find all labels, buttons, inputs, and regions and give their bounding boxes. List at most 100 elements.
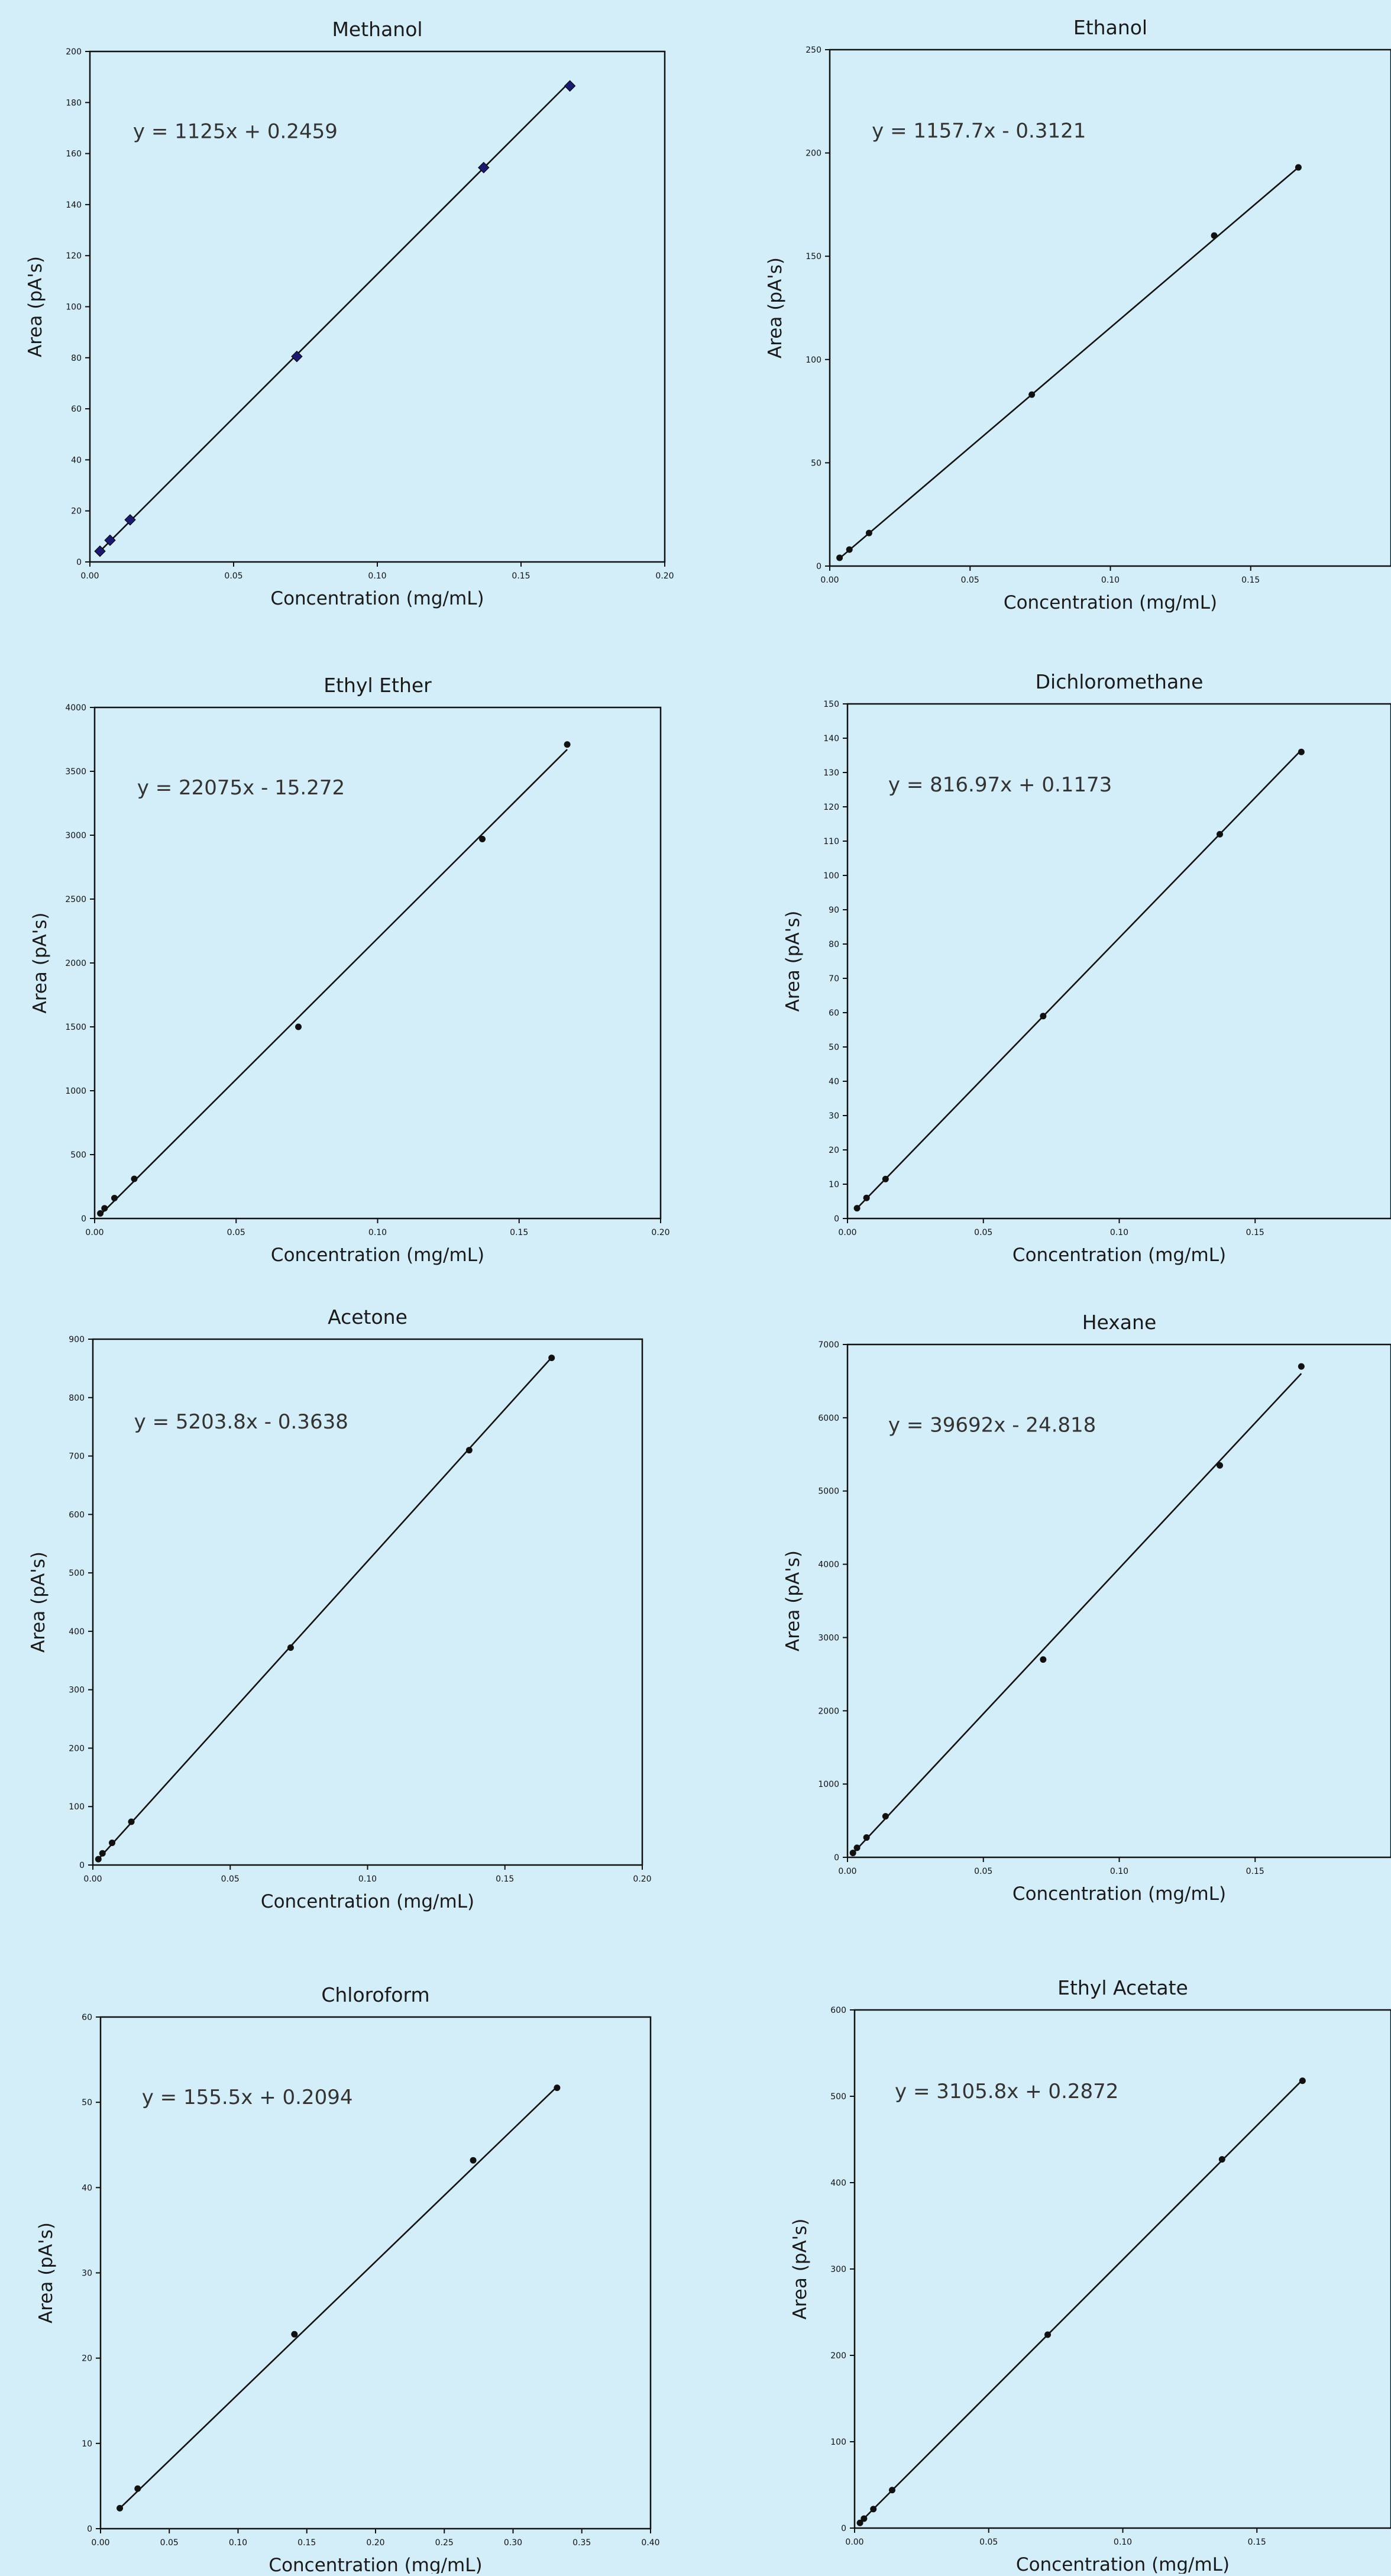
y-tick-label: 30: [82, 2269, 92, 2278]
x-tick-label: 0.00: [91, 2538, 109, 2548]
y-tick-label: 1500: [65, 1023, 86, 1032]
x-tick-label: 0.30: [504, 2538, 522, 2548]
y-tick-label: 2000: [818, 1706, 839, 1716]
y-tick-label: 700: [69, 1452, 85, 1462]
x-tick-label: 0.10: [229, 2538, 247, 2548]
y-tick-label: 150: [823, 700, 839, 709]
chart-panel: Dichloromethane 0 10 20 30 40 50 60 70 80 90 100 110…: [782, 670, 1391, 1266]
data-point: [99, 1850, 106, 1857]
y-tick-label: 1000: [818, 1780, 839, 1789]
x-axis-label: Concentration (mg/mL): [1012, 1245, 1226, 1266]
y-tick-label: 10: [82, 2439, 92, 2449]
y-tick-label: 60: [71, 405, 82, 414]
data-point: [479, 835, 486, 842]
y-tick-label: 200: [830, 2351, 846, 2361]
chart-panel: Methanol 0 20 40 60 80 100 120 140 160 180 200 0.00 0…: [25, 18, 674, 609]
y-tick-label: 1000: [65, 1087, 86, 1096]
chart-panel: Chloroform 0 10 20 30 40 50 60 0.00 0.05 0.10 0.15 0…: [35, 1983, 660, 2576]
x-tick-label: 0.05: [961, 576, 979, 585]
y-tick-label: 900: [69, 1335, 85, 1344]
x-axis-label: Concentration (mg/mL): [261, 1891, 474, 1912]
trend-equation: y = 816.97x + 0.1173: [888, 773, 1112, 797]
y-tick-label: 250: [806, 46, 821, 55]
y-tick-label: 0: [834, 1214, 839, 1224]
chart-title: Ethyl Ether: [324, 674, 432, 697]
data-point: [870, 2506, 877, 2513]
x-tick-label: 0.15: [1246, 1228, 1264, 1237]
y-tick-label: 6000: [818, 1414, 839, 1423]
trend-equation: y = 39692x - 24.818: [888, 1413, 1096, 1437]
x-tick-label: 0.25: [435, 2538, 454, 2548]
x-tick-label: 0.10: [1110, 1867, 1128, 1876]
y-tick-label: 0: [79, 1861, 85, 1870]
x-tick-label: 0.20: [655, 571, 674, 581]
x-tick-label: 0.10: [368, 1228, 387, 1237]
trend-equation: y = 3105.8x + 0.2872: [895, 2080, 1118, 2103]
data-point: [128, 1818, 135, 1825]
y-axis-label: Area (pA's): [25, 256, 46, 357]
chart-panel: Hexane 0 1000 2000 3000 4000 5000 6000 7000 0.00 0…: [782, 1311, 1391, 1905]
y-tick-label: 0: [834, 1853, 839, 1863]
y-tick-label: 3500: [65, 767, 86, 777]
x-tick-label: 0.10: [1110, 1228, 1128, 1237]
x-tick-label: 0.15: [297, 2538, 316, 2548]
chart-panel: Acetone 0 100 200 300 400 500 600 700 800 900 0.00 0…: [28, 1305, 652, 1912]
y-tick-label: 110: [823, 837, 839, 846]
data-point: [291, 350, 303, 363]
y-tick-label: 400: [69, 1627, 85, 1637]
y-tick-label: 20: [82, 2354, 92, 2364]
x-tick-label: 0.15: [1241, 576, 1260, 585]
data-point: [853, 1844, 861, 1851]
x-tick-label: 0.05: [974, 1867, 992, 1876]
data-point: [131, 1175, 138, 1182]
y-tick-label: 500: [69, 1569, 85, 1578]
y-tick-label: 200: [69, 1744, 85, 1753]
data-point: [1040, 1656, 1047, 1663]
chart-panel: Ethanol 0 50 100 150 200 250 0.00 0.05 0.10 0.15 Co…: [765, 16, 1391, 613]
chart-panel: Ethyl Ether 0 500 1000 1500 2000 2500 3000 3500 4…: [30, 674, 670, 1266]
y-tick-label: 600: [830, 2006, 846, 2015]
data-point: [846, 546, 853, 553]
y-tick-label: 100: [823, 871, 839, 881]
trendline: [859, 2079, 1303, 2523]
trend-equation: y = 22075x - 15.272: [137, 776, 345, 800]
trendline: [856, 749, 1302, 1209]
data-point: [1040, 1013, 1047, 1020]
y-tick-label: 300: [69, 1686, 85, 1695]
y-tick-label: 160: [66, 150, 82, 159]
x-tick-label: 0.05: [979, 2538, 998, 2547]
y-tick-label: 500: [70, 1150, 86, 1160]
data-point: [1298, 748, 1305, 755]
y-tick-label: 100: [69, 1802, 85, 1812]
x-tick-label: 0.20: [651, 1228, 669, 1237]
x-tick-label: 0.00: [83, 1874, 102, 1884]
y-tick-label: 0: [816, 562, 821, 571]
x-tick-label: 0.05: [160, 2538, 179, 2548]
data-point: [465, 1447, 473, 1454]
x-axis-label: Concentration (mg/mL): [1004, 592, 1217, 613]
y-tick-label: 500: [830, 2092, 846, 2102]
y-tick-label: 4000: [818, 1560, 839, 1570]
data-point: [470, 2157, 477, 2164]
data-point: [882, 1813, 889, 1820]
chart-title: Methanol: [332, 18, 422, 41]
data-point: [97, 1210, 104, 1217]
data-point: [863, 1194, 870, 1201]
x-tick-label: 0.10: [358, 1874, 377, 1884]
y-tick-label: 50: [82, 2098, 92, 2108]
data-point: [134, 2485, 141, 2492]
trendline: [99, 749, 568, 1216]
data-point: [548, 1355, 555, 1362]
data-point: [287, 1644, 294, 1651]
x-axis-label: Concentration (mg/mL): [1016, 2554, 1230, 2574]
data-point: [94, 545, 106, 557]
data-point: [861, 2515, 868, 2522]
x-tick-label: 0.15: [1248, 2538, 1266, 2547]
x-tick-label: 0.15: [510, 1228, 528, 1237]
y-tick-label: 40: [71, 455, 82, 465]
trend-equation: y = 5203.8x - 0.3638: [134, 1410, 348, 1434]
x-tick-label: 0.15: [1246, 1867, 1264, 1876]
y-tick-label: 3000: [65, 831, 86, 841]
